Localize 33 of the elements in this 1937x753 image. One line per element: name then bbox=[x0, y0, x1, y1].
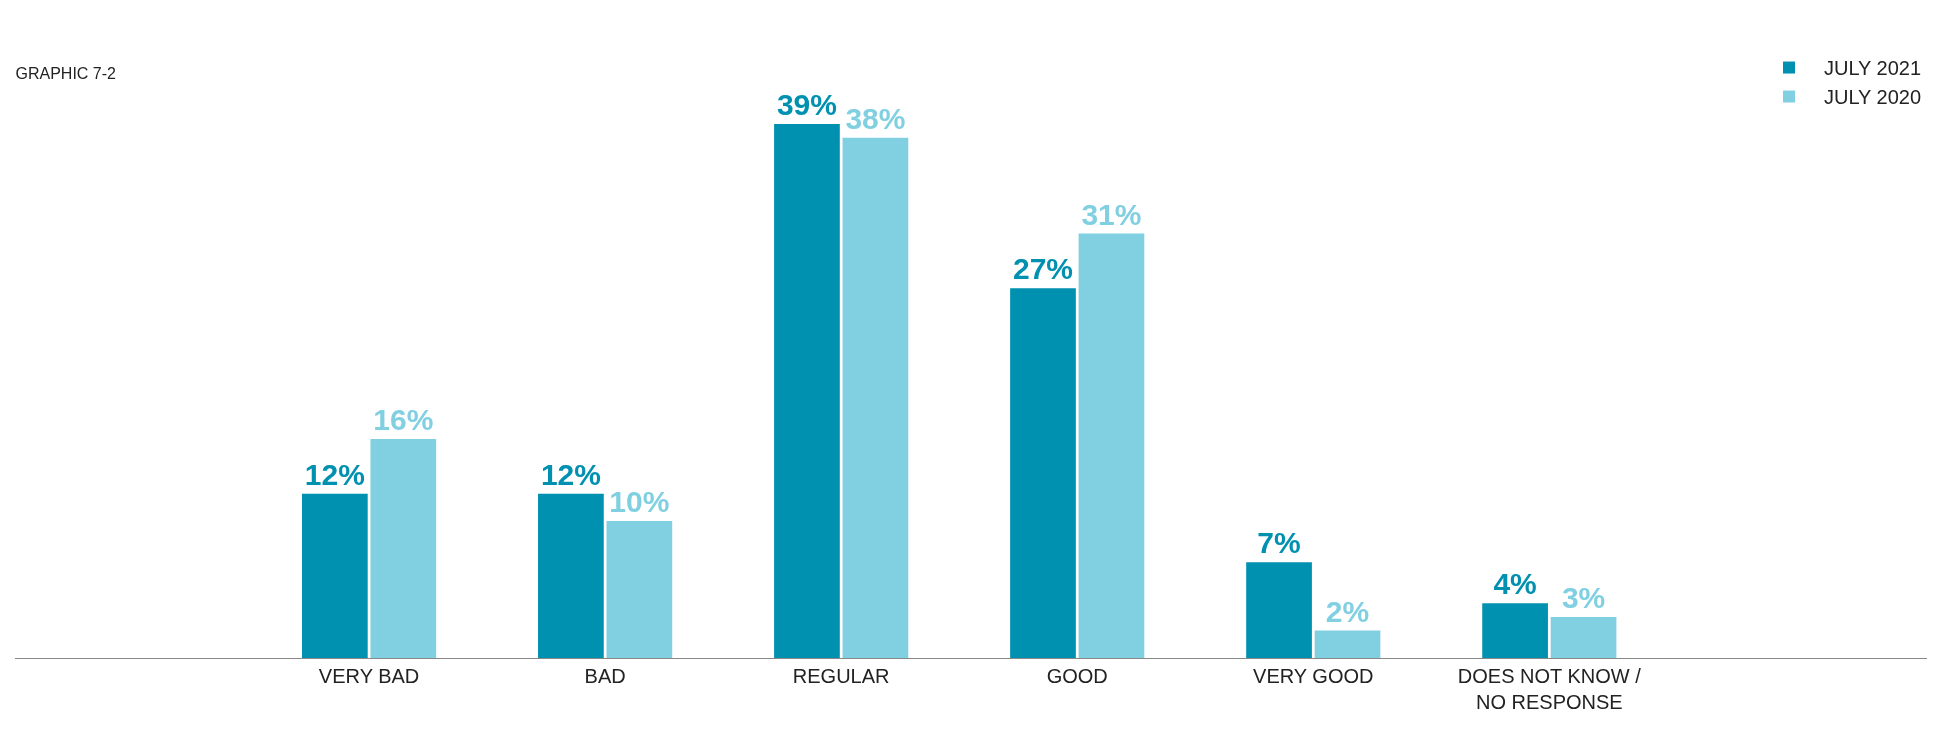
data-label: 2% bbox=[1325, 594, 1370, 628]
x-tick-label: BAD bbox=[584, 665, 626, 687]
bar bbox=[606, 521, 673, 658]
data-label: 31% bbox=[1081, 197, 1142, 231]
data-label: 4% bbox=[1493, 567, 1537, 601]
data-label: 7% bbox=[1257, 526, 1301, 560]
legend-label: JULY 2020 bbox=[1824, 86, 1922, 109]
bar bbox=[538, 493, 604, 658]
bar bbox=[1550, 616, 1617, 658]
x-tick-label: VERY BAD bbox=[318, 665, 420, 687]
bar bbox=[301, 493, 368, 658]
data-label: 38% bbox=[845, 101, 906, 135]
data-label: 16% bbox=[373, 402, 434, 436]
bar bbox=[1482, 603, 1548, 658]
text: GRAPHIC 7-2 bbox=[15, 64, 117, 82]
legend-label: JULY 2021 bbox=[1824, 57, 1922, 80]
data-label: 10% bbox=[609, 485, 670, 519]
bar bbox=[370, 438, 437, 658]
data-label: 12% bbox=[304, 457, 365, 491]
data-label: 39% bbox=[776, 88, 837, 122]
data-label: 12% bbox=[540, 457, 601, 491]
x-tick-label: VERY GOOD bbox=[1253, 665, 1374, 687]
bar bbox=[842, 137, 909, 658]
bar bbox=[1078, 233, 1145, 658]
data-label: 3% bbox=[1561, 580, 1606, 614]
bar bbox=[774, 124, 840, 658]
x-tick-label: GOOD bbox=[1046, 665, 1108, 687]
bar bbox=[1010, 288, 1076, 658]
bar bbox=[1314, 630, 1381, 658]
data-label: 27% bbox=[1012, 252, 1074, 286]
bar bbox=[1246, 562, 1312, 658]
x-tick-label: DOES NOT KNOW / NO RESPONSE bbox=[1457, 665, 1642, 713]
x-tick-label: REGULAR bbox=[792, 665, 890, 687]
